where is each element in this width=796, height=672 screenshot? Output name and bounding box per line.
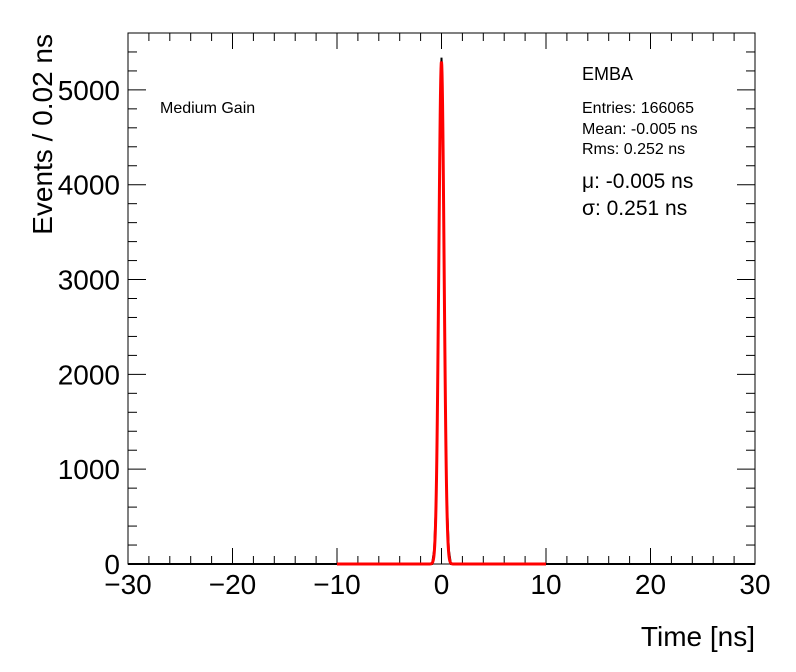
fit-mu: μ: -0.005 ns [582,170,693,193]
y-tick-label: 4000 [58,170,120,201]
rms-stat: Rms: 0.252 ns [582,141,685,158]
x-tick-label: −30 [104,569,152,600]
series-layer [128,57,755,566]
y-axis-ticks: 0 1000 2000 3000 4000 5000 [58,32,755,580]
x-axis-label: Time [ns] [641,621,755,652]
gain-label: Medium Gain [160,100,255,117]
y-tick-label: 3000 [58,265,120,296]
y-tick-label: 5000 [58,75,120,106]
x-tick-label: 10 [530,569,561,600]
y-axis-label: Events / 0.02 ns [27,34,58,235]
x-tick-label: 0 [434,569,450,600]
mean-stat: Mean: -0.005 ns [582,121,698,138]
x-tick-label: −20 [209,569,257,600]
y-tick-label: 2000 [58,359,120,390]
fit-sigma: σ: 0.251 ns [582,197,687,220]
y-tick-label: 1000 [58,454,120,485]
y-tick-label: 0 [104,549,120,580]
gaussian-fit-series [337,61,546,566]
x-tick-label: 20 [635,569,666,600]
entries-stat: Entries: 166065 [582,100,694,117]
x-tick-label: −10 [313,569,361,600]
x-axis-ticks: −30 −20 −10 0 10 20 30 [104,33,771,600]
detector-label: EMBA [582,64,633,84]
x-tick-label: 30 [739,569,770,600]
